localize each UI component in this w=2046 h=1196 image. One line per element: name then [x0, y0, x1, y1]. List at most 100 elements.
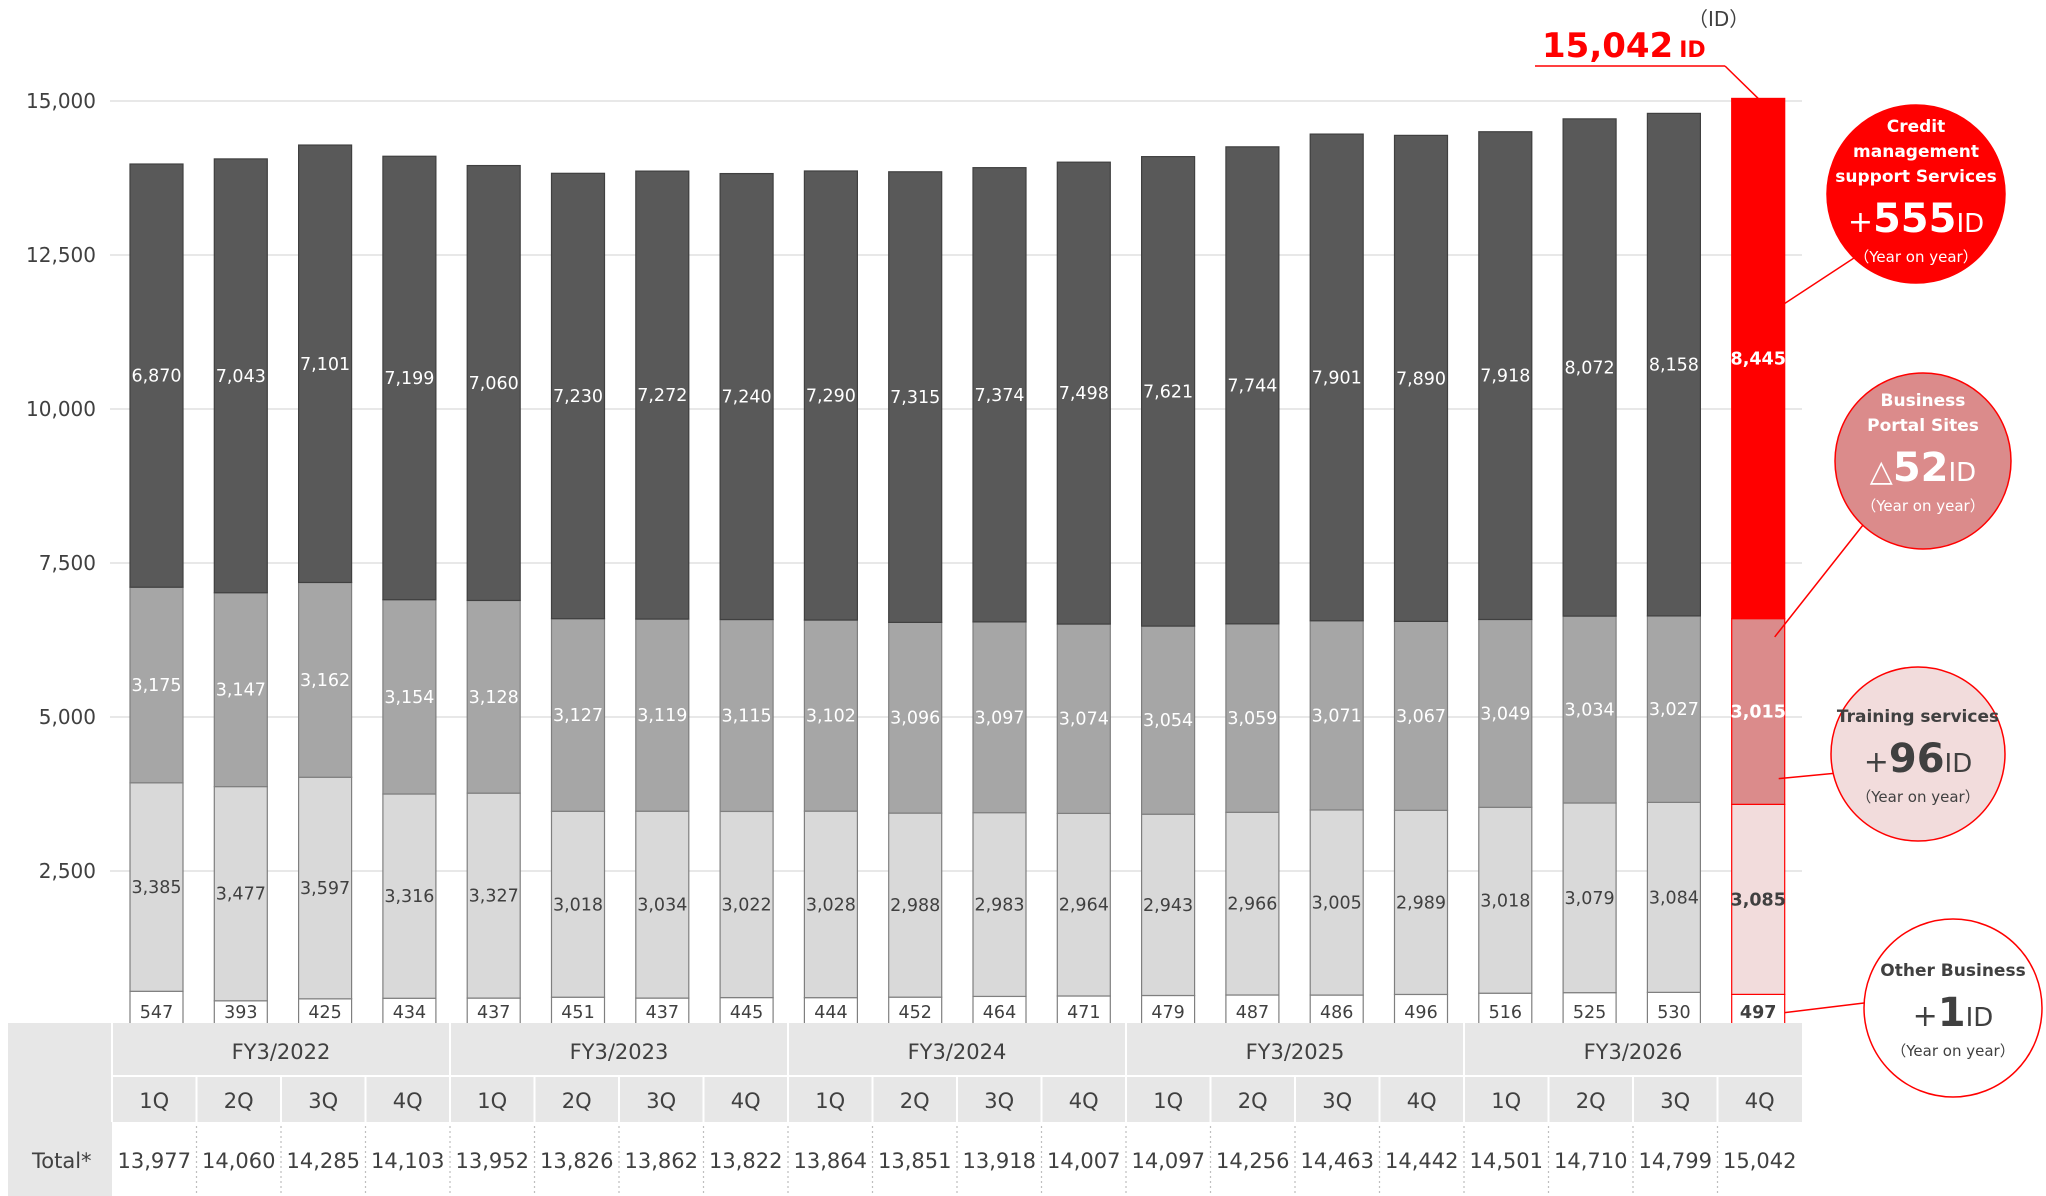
credit-management-segment [635, 170, 690, 620]
data-label: 7,918 [1480, 367, 1530, 387]
credit-management-segment [1562, 118, 1617, 617]
data-label: 3,175 [131, 676, 181, 696]
total-value: 14,442 [1385, 1149, 1458, 1173]
other-business-segment [550, 996, 606, 1026]
data-label: 3,115 [722, 706, 772, 726]
data-label: 8,158 [1649, 356, 1699, 376]
other-business-segment [1225, 994, 1280, 1026]
quarter-label: 3Q [1322, 1089, 1352, 1113]
callout-circle [1834, 372, 2012, 550]
data-label: 3,597 [300, 879, 350, 899]
quarter-label: 3Q [984, 1089, 1014, 1113]
credit-management-segment [466, 164, 521, 602]
business-portal-segment [719, 618, 774, 813]
data-label: 2,983 [974, 896, 1024, 916]
data-label: 8,445 [1731, 350, 1786, 370]
business-portal-segment [1731, 618, 1786, 805]
data-label: 3,327 [469, 887, 519, 907]
data-label: 3,385 [131, 878, 181, 898]
credit-management-segment [888, 171, 943, 623]
callout-title: Training services [1837, 707, 1999, 727]
credit-management-segment [1731, 97, 1786, 620]
fiscal-year-label: FY3/2023 [570, 1040, 669, 1064]
data-label: 3,084 [1649, 888, 1699, 908]
data-label: 530 [1657, 1003, 1690, 1023]
callout-title: Portal Sites [1867, 416, 1979, 436]
business-portal-segment [803, 619, 859, 812]
data-label: 6,870 [131, 367, 181, 387]
fiscal-year-label: FY3/2026 [1584, 1040, 1683, 1064]
fiscal-year-label: FY3/2025 [1246, 1040, 1345, 1064]
callout-note: （Year on year） [1891, 1042, 2014, 1060]
data-label: 479 [1151, 1003, 1184, 1023]
callout: Training services +96ID （Year on year） [1778, 666, 2006, 842]
total-value: 13,918 [963, 1149, 1036, 1173]
quarter-label: 3Q [308, 1089, 338, 1113]
callout-circle [1826, 104, 2006, 284]
other-business-segment [1309, 994, 1364, 1026]
quarter-label: 2Q [1238, 1089, 1268, 1113]
data-label: 7,498 [1059, 384, 1109, 404]
training-services-segment [1225, 811, 1280, 996]
data-label: 7,101 [300, 355, 350, 375]
data-label: 7,621 [1143, 382, 1193, 402]
gridlines [110, 100, 1802, 872]
data-label: 2,966 [1227, 895, 1277, 915]
data-label: 451 [561, 1003, 594, 1023]
y-tick-label: 5,000 [39, 705, 96, 729]
credit-management-segment [1478, 131, 1533, 621]
y-axis: 15,000 12,500 10,000 7,500 5,000 2,500 [26, 89, 96, 883]
data-label: 452 [898, 1003, 931, 1023]
callout-title: Credit [1887, 117, 1946, 137]
credit-management-segment [972, 167, 1027, 623]
data-label: 425 [308, 1003, 341, 1023]
total-value: 13,822 [709, 1149, 782, 1173]
callout-circle [1863, 918, 2043, 1098]
other-business-segment [382, 997, 437, 1026]
data-label: 3,147 [216, 681, 266, 701]
data-label: 7,890 [1396, 369, 1446, 389]
quarter-label: 1Q [1491, 1089, 1521, 1113]
data-label: 3,154 [384, 688, 434, 708]
credit-management-segment [1646, 112, 1702, 617]
credit-management-segment [1056, 161, 1111, 625]
data-label: 2,943 [1143, 896, 1193, 916]
data-label: 3,477 [216, 885, 266, 905]
total-value: 15,042 [1723, 1149, 1796, 1173]
callout-value: △52ID [1870, 445, 1976, 491]
data-label: 7,374 [974, 386, 1024, 406]
data-label: 464 [983, 1003, 1016, 1023]
data-label: 3,128 [469, 688, 519, 708]
data-label: 3,059 [1227, 709, 1277, 729]
total-value: 13,826 [540, 1149, 613, 1173]
callout: Other Business +1ID （Year on year） [1784, 918, 2043, 1098]
fiscal-year-label: FY3/2022 [232, 1040, 331, 1064]
callout-title: support Services [1835, 167, 1996, 187]
leader-line [1784, 1002, 1865, 1014]
data-label: 3,096 [890, 709, 940, 729]
leader-line [1774, 524, 1864, 638]
data-label: 7,060 [469, 374, 519, 394]
training-services-segment [1309, 809, 1364, 996]
training-services-segment [1393, 809, 1449, 996]
y-tick-label: 2,500 [39, 859, 96, 883]
data-label: 3,162 [300, 671, 350, 691]
table-label-bg [8, 1122, 112, 1196]
training-services-segment [213, 786, 268, 1002]
total-value: 14,501 [1470, 1149, 1543, 1173]
data-label: 3,079 [1565, 889, 1615, 909]
total-value: 13,851 [878, 1149, 951, 1173]
y-tick-label: 15,000 [26, 89, 96, 113]
credit-management-segment [719, 172, 774, 621]
total-value: 13,952 [456, 1149, 529, 1173]
data-label: 497 [1740, 1003, 1777, 1023]
data-label: 3,018 [553, 895, 603, 915]
training-services-segment [1140, 813, 1196, 997]
data-label: 2,989 [1396, 893, 1446, 913]
credit-management-segment [298, 144, 353, 584]
callout-note: （Year on year） [1854, 248, 1977, 266]
quarter-label: 2Q [900, 1089, 930, 1113]
data-label: 2,964 [1059, 896, 1109, 916]
data-label: 3,067 [1396, 707, 1446, 727]
data-label: 7,230 [553, 387, 603, 407]
